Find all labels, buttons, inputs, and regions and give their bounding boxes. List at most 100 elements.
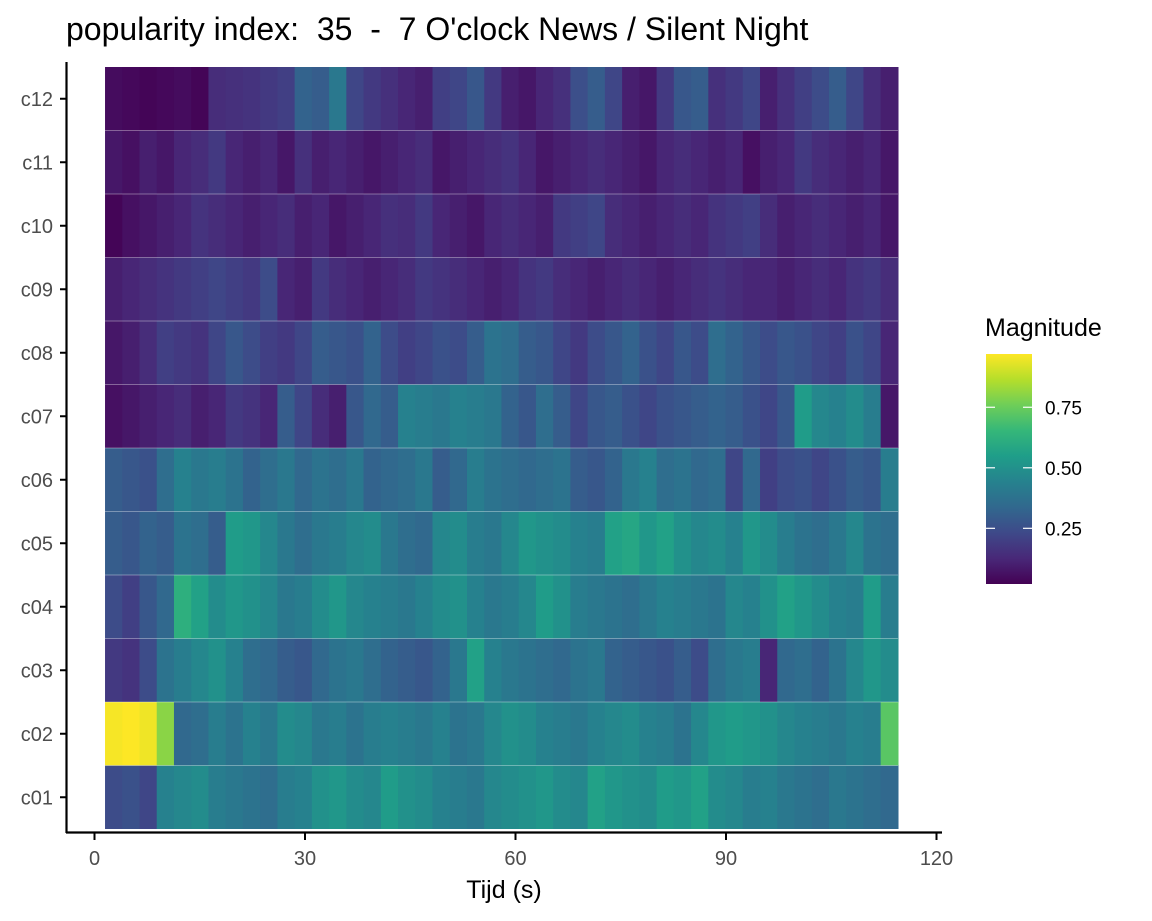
heatmap-cell xyxy=(587,575,606,639)
heatmap-cell xyxy=(242,321,261,385)
heatmap-cell xyxy=(294,638,313,702)
heatmap-cell xyxy=(208,194,227,258)
heatmap-cell xyxy=(811,384,830,448)
heatmap-cell xyxy=(811,702,830,766)
heatmap-cell xyxy=(501,448,520,512)
heatmap-cell xyxy=(639,638,658,702)
heatmap-cell xyxy=(760,194,778,258)
heatmap-cell xyxy=(449,257,468,321)
heatmap-cell xyxy=(708,448,727,512)
heatmap-cell xyxy=(122,67,141,131)
heatmap-cell xyxy=(346,194,365,258)
heatmap-cell xyxy=(656,321,675,385)
heatmap-cell xyxy=(725,321,744,385)
heatmap-cell xyxy=(518,130,537,194)
heatmap-cell xyxy=(260,130,278,194)
heatmap-cell xyxy=(673,384,692,448)
heatmap-cell xyxy=(380,321,399,385)
heatmap-cell xyxy=(105,702,123,766)
heatmap-cell xyxy=(604,448,623,512)
heatmap-cell xyxy=(156,384,175,448)
heatmap-cell xyxy=(329,638,347,702)
heatmap-cell xyxy=(863,575,882,639)
heatmap-cell xyxy=(363,257,382,321)
heatmap-cell xyxy=(105,321,123,385)
heatmap-cell xyxy=(484,448,503,512)
heatmap-cell xyxy=(777,765,796,829)
x-axis-title: Tijd (s) xyxy=(466,876,541,904)
heatmap-cell xyxy=(639,511,658,575)
heatmap-cell xyxy=(880,511,899,575)
heatmap-cell xyxy=(173,448,192,512)
heatmap-cell xyxy=(639,702,658,766)
heatmap-cell xyxy=(535,194,554,258)
heatmap-cell xyxy=(363,765,382,829)
heatmap-cell xyxy=(760,448,778,512)
heatmap-cell xyxy=(725,257,744,321)
heatmap-cell xyxy=(501,765,520,829)
heatmap-cell xyxy=(604,321,623,385)
heatmap-cell xyxy=(863,448,882,512)
heatmap-cell xyxy=(105,511,123,575)
heatmap-cell xyxy=(346,130,365,194)
heatmap-cell xyxy=(294,448,313,512)
heatmap-cell xyxy=(346,448,365,512)
heatmap-cell xyxy=(656,765,675,829)
heatmap-cell xyxy=(415,321,434,385)
heatmap-cell xyxy=(346,67,365,131)
heatmap-cell xyxy=(760,638,778,702)
heatmap-cell xyxy=(673,194,692,258)
heatmap-cell xyxy=(708,765,727,829)
heatmap-cell xyxy=(863,67,882,131)
heatmap-cell xyxy=(587,638,606,702)
heatmap-cell xyxy=(518,67,537,131)
heatmap-cell xyxy=(242,257,261,321)
heatmap-cell xyxy=(415,638,434,702)
heatmap-cell xyxy=(518,765,537,829)
heatmap-cell xyxy=(122,511,141,575)
heatmap-cell xyxy=(777,257,796,321)
heatmap-cell xyxy=(449,448,468,512)
heatmap-cell xyxy=(863,257,882,321)
heatmap-cell xyxy=(156,321,175,385)
heatmap-cell xyxy=(553,448,572,512)
heatmap-cells xyxy=(105,67,899,829)
heatmap-cell xyxy=(466,448,485,512)
heatmap-cell xyxy=(105,384,123,448)
heatmap-cell xyxy=(604,194,623,258)
heatmap-cell xyxy=(570,638,589,702)
heatmap-cell xyxy=(880,448,899,512)
heatmap-cell xyxy=(346,384,365,448)
heatmap-cell xyxy=(811,130,830,194)
heatmap-cell xyxy=(622,384,640,448)
heatmap-cell xyxy=(828,321,847,385)
heatmap-cell xyxy=(277,321,296,385)
heatmap-cell xyxy=(828,638,847,702)
heatmap-cell xyxy=(225,194,244,258)
heatmap-cell xyxy=(139,257,158,321)
heatmap-cell xyxy=(242,638,261,702)
heatmap-cell xyxy=(156,194,175,258)
heatmap-cell xyxy=(311,638,330,702)
x-tick-label: 60 xyxy=(504,848,526,870)
heatmap-cell xyxy=(656,67,675,131)
heatmap-cell xyxy=(691,194,709,258)
heatmap-cell xyxy=(105,257,123,321)
heatmap-cell xyxy=(846,67,865,131)
heatmap-cell xyxy=(380,67,399,131)
heatmap-cell xyxy=(673,321,692,385)
heatmap-cell xyxy=(639,321,658,385)
heatmap-cell xyxy=(673,448,692,512)
heatmap-cell xyxy=(846,194,865,258)
heatmap-cell xyxy=(311,67,330,131)
heatmap-cell xyxy=(208,130,227,194)
legend-colorbar xyxy=(986,354,1032,584)
heatmap-cell xyxy=(398,638,416,702)
heatmap-cell xyxy=(708,638,727,702)
heatmap-cell xyxy=(553,194,572,258)
heatmap-cell xyxy=(294,67,313,131)
heatmap-cell xyxy=(139,448,158,512)
heatmap-cell xyxy=(380,194,399,258)
heatmap-cell xyxy=(880,257,899,321)
heatmap-cell xyxy=(242,448,261,512)
